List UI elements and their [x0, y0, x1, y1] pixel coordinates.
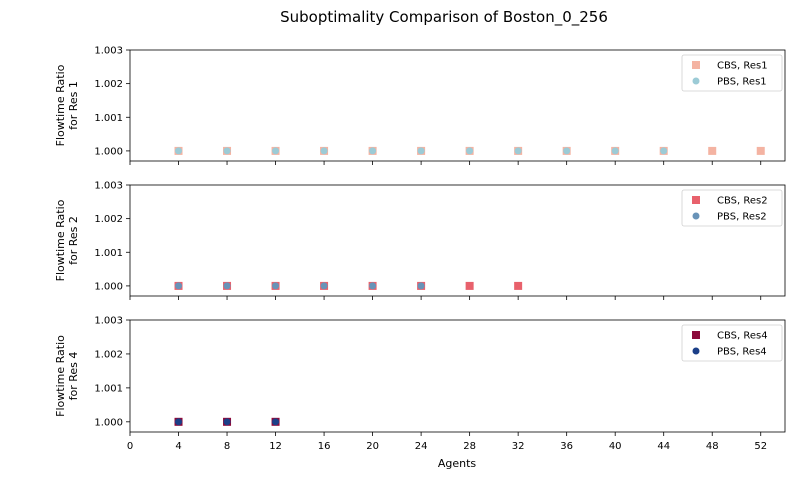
data-point-square [465, 281, 474, 290]
y-axis-label-line: Flowtime Ratio [54, 335, 67, 417]
legend-marker-square [692, 61, 700, 69]
data-point-circle [175, 418, 183, 426]
y-tick-label: 1.000 [94, 281, 123, 292]
y-tick-label: 1.002 [94, 214, 123, 225]
data-point-circle [223, 147, 231, 155]
data-point-circle [563, 147, 571, 155]
data-point-circle [223, 282, 231, 290]
y-axis-label: Flowtime Ratiofor Res 4 [54, 335, 80, 417]
panel-2: 1.000 1.001 1.002 1.003 Flowtime Ratiofor Re… [54, 181, 786, 300]
y-tick-label: 1.000 [94, 146, 123, 157]
legend-marker-circle [692, 77, 700, 85]
legend-label: PBS, Res4 [717, 347, 767, 358]
legend-label: CBS, Res2 [717, 196, 768, 207]
y-tick-label: 1.000 [94, 417, 123, 428]
y-tick-label: 1.001 [94, 248, 123, 259]
data-point-circle [466, 147, 474, 155]
y-axis-label: Flowtime Ratiofor Res 1 [54, 64, 80, 146]
legend-label: CBS, Res4 [717, 331, 768, 342]
data-point-circle [175, 282, 183, 290]
data-point-circle [514, 147, 522, 155]
x-tick-label: 20 [366, 441, 379, 452]
y-axis-label: Flowtime Ratiofor Res 2 [54, 199, 80, 281]
y-tick-label: 1.001 [94, 113, 123, 124]
x-tick-label: 0 [127, 441, 133, 452]
series-2 [175, 147, 668, 155]
data-point-circle [417, 282, 425, 290]
data-point-circle [272, 418, 280, 426]
data-point-circle [272, 147, 280, 155]
y-axis-label-line: for Res 1 [67, 81, 80, 130]
chart-title: Suboptimality Comparison of Boston_0_256 [280, 8, 608, 27]
y-tick-label: 1.003 [94, 46, 123, 57]
legend: CBS, Res1 PBS, Res1 [681, 54, 783, 92]
x-axis-label: Agents [438, 457, 477, 470]
data-point-circle [320, 147, 328, 155]
y-tick-label: 1.003 [94, 316, 123, 327]
legend-label: PBS, Res1 [717, 77, 767, 88]
y-axis-label-line: Flowtime Ratio [54, 199, 67, 281]
axes-frame [129, 49, 786, 162]
x-tick-label: 32 [512, 441, 525, 452]
x-tick-label: 4 [175, 441, 181, 452]
legend-label: PBS, Res2 [717, 212, 767, 223]
x-tick-label: 40 [609, 441, 622, 452]
x-tick-label: 44 [657, 441, 670, 452]
legend: CBS, Res4 PBS, Res4 [681, 324, 783, 362]
legend-label: CBS, Res1 [717, 61, 768, 72]
series-2 [175, 418, 280, 426]
x-tick-label: 48 [706, 441, 719, 452]
legend: CBS, Res2 PBS, Res2 [681, 189, 783, 227]
data-point-circle [660, 147, 668, 155]
x-tick-label: 24 [415, 441, 428, 452]
x-tick-label: 36 [560, 441, 573, 452]
data-point-circle [369, 282, 377, 290]
y-tick-label: 1.001 [94, 383, 123, 394]
data-point-circle [272, 282, 280, 290]
legend-marker-square [692, 196, 700, 204]
legend-marker-circle [692, 347, 700, 355]
data-point-circle [175, 147, 183, 155]
y-axis-label-line: for Res 2 [67, 216, 80, 265]
data-point-square [708, 146, 717, 155]
data-point-circle [369, 147, 377, 155]
legend-box [681, 189, 783, 227]
axes-frame [129, 319, 786, 433]
y-axis-label-line: Flowtime Ratio [54, 64, 67, 146]
y-axis-label-line: for Res 4 [67, 352, 80, 401]
y-tick-label: 1.003 [94, 181, 123, 192]
legend-box [681, 324, 783, 362]
legend-marker-circle [692, 212, 700, 220]
x-tick-label: 52 [754, 441, 767, 452]
legend-box [681, 54, 783, 92]
data-point-circle [611, 147, 619, 155]
x-tick-label: 12 [269, 441, 282, 452]
axes-frame [129, 184, 786, 297]
data-point-square [514, 281, 523, 290]
y-tick-label: 1.002 [94, 79, 123, 90]
data-point-circle [417, 147, 425, 155]
series-2 [175, 282, 425, 290]
data-point-circle [320, 282, 328, 290]
x-tick-label: 8 [224, 441, 230, 452]
legend-marker-square [692, 331, 700, 339]
x-tick-label: 16 [318, 441, 331, 452]
data-point-square [756, 146, 765, 155]
y-tick-label: 1.002 [94, 349, 123, 360]
data-point-circle [223, 418, 231, 426]
panel-1: 1.000 1.001 1.002 1.003 Flowtime Ratiofor Re… [54, 46, 786, 165]
x-tick-label: 28 [463, 441, 476, 452]
